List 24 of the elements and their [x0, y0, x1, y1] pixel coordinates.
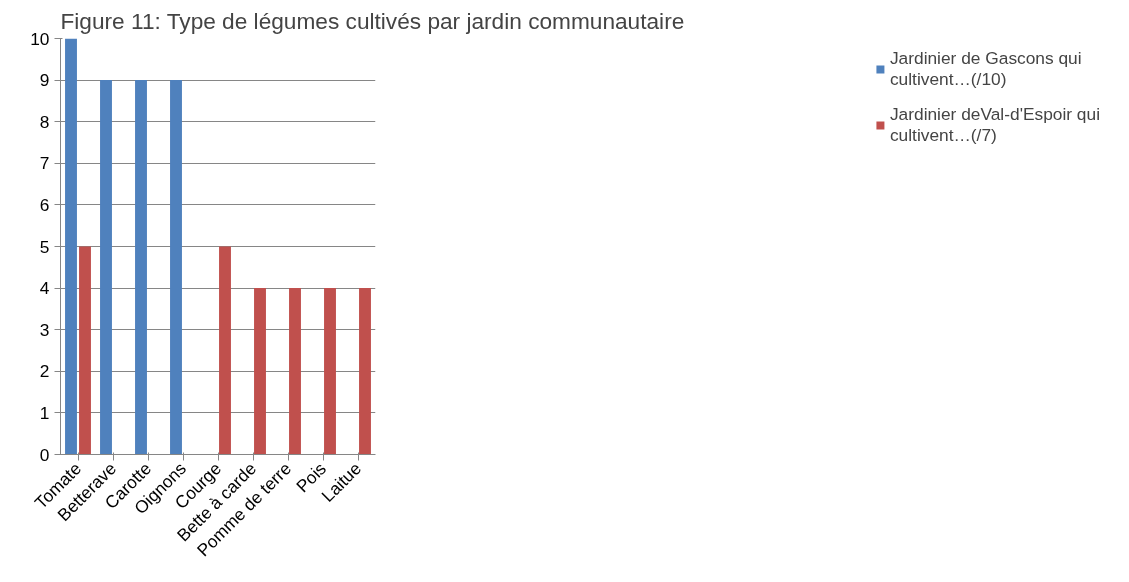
- y-tick-label: 0: [39, 444, 50, 465]
- y-tick-label: 4: [39, 278, 50, 299]
- y-tick-label: 9: [39, 70, 50, 91]
- bar: [254, 288, 266, 455]
- y-tick-label: 1: [39, 402, 50, 423]
- bar: [289, 288, 301, 455]
- bar: [219, 246, 231, 455]
- y-tick-label: 10: [30, 28, 50, 49]
- bar: [135, 80, 147, 455]
- chart-title: Figure 11: Type de légumes cultivés par jardin communautaire: [60, 7, 685, 34]
- bar: [79, 246, 91, 455]
- legend-label: Jardinier de Gascons qui cultivent…(/10): [889, 48, 1082, 90]
- bar: [100, 80, 112, 455]
- bar: [170, 80, 182, 455]
- y-tick-label: 7: [39, 153, 50, 174]
- y-tick-label: 8: [39, 111, 50, 132]
- bar: [324, 288, 336, 455]
- bar: [65, 38, 77, 455]
- y-tick-label: 2: [39, 361, 50, 382]
- y-tick-label: 6: [39, 194, 50, 215]
- legend-label: Jardinier deVal-d'Espoir qui cultivent…(/7): [889, 104, 1100, 146]
- y-tick-label: 5: [39, 236, 50, 257]
- y-tick-label: 3: [39, 319, 50, 340]
- bar: [359, 288, 371, 455]
